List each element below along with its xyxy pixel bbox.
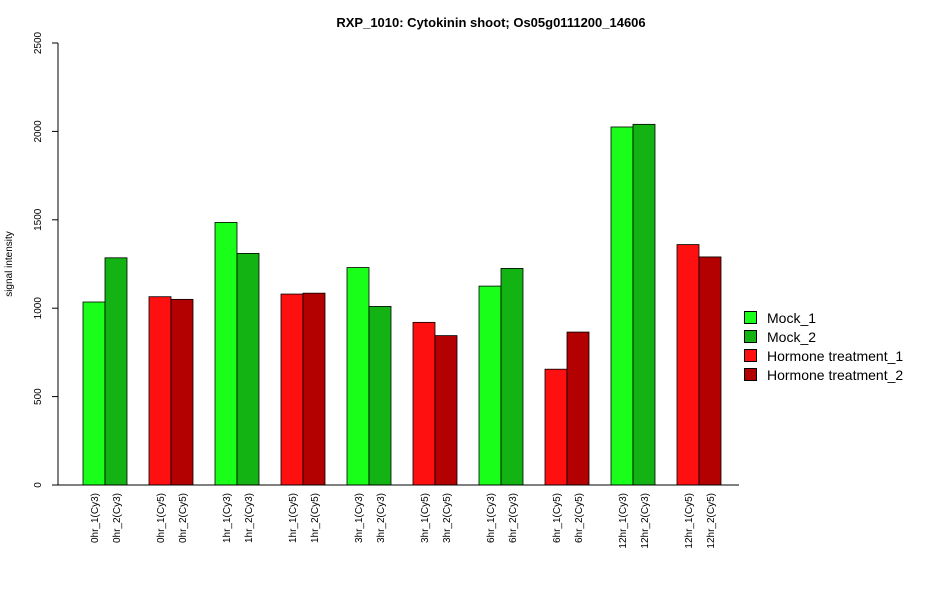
- legend-item-hormone-1: Hormone treatment_1: [744, 346, 903, 365]
- x-tick-label: 12hr_2(Cy3): [640, 493, 651, 549]
- bar: [82, 301, 106, 486]
- chart-title: RXP_1010: Cytokinin shoot; Os05g0111200_…: [336, 15, 645, 30]
- bar: [412, 321, 436, 486]
- x-tick-label: 1hr_1(Cy5): [288, 493, 299, 543]
- legend-item-mock-1: Mock_1: [744, 308, 903, 327]
- x-tick-label: 6hr_2(Cy5): [574, 493, 585, 543]
- legend-label: Hormone treatment_2: [767, 366, 904, 383]
- y-axis: 0 500 1000 1500 2000 2500: [33, 31, 59, 488]
- legend-label: Mock_2: [767, 328, 817, 345]
- y-tick-label: 0: [33, 482, 44, 488]
- bar: [698, 256, 722, 486]
- y-tick-label: 2500: [33, 31, 44, 54]
- legend-item-hormone-2: Hormone treatment_2: [744, 365, 903, 384]
- legend: Mock_1 Mock_2 Hormone treatment_1 Hormon…: [744, 308, 903, 384]
- y-axis-label: signal intensity: [4, 231, 15, 297]
- x-tick-label: 0hr_2(Cy5): [178, 493, 189, 543]
- y-tick-label: 1000: [33, 297, 44, 320]
- x-tick-label: 3hr_2(Cy5): [442, 493, 453, 543]
- bar: [544, 368, 568, 486]
- bar: [148, 296, 172, 486]
- bar: [368, 306, 392, 486]
- x-tick-label: 6hr_2(Cy3): [508, 493, 519, 543]
- x-tick-label: 0hr_2(Cy3): [112, 493, 123, 543]
- bar: [280, 293, 304, 486]
- bar: [302, 292, 326, 486]
- x-tick-label: 0hr_1(Cy3): [90, 493, 101, 543]
- legend-swatch: [744, 349, 757, 362]
- x-tick-label: 12hr_1(Cy5): [684, 493, 695, 549]
- bar: [236, 252, 260, 486]
- bars: [82, 123, 722, 486]
- bar: [610, 126, 634, 486]
- legend-label: Hormone treatment_1: [767, 347, 904, 364]
- bar: [566, 331, 590, 486]
- x-tick-label: 3hr_1(Cy5): [420, 493, 431, 543]
- x-tick-label: 6hr_1(Cy3): [486, 493, 497, 543]
- bar: [500, 268, 524, 486]
- y-tick-label: 2000: [33, 120, 44, 143]
- x-tick-label: 1hr_1(Cy3): [222, 493, 233, 543]
- bar: [170, 298, 194, 486]
- bar: [104, 257, 128, 486]
- x-tick-label: 3hr_2(Cy3): [376, 493, 387, 543]
- x-tick-label: 12hr_2(Cy5): [706, 493, 717, 549]
- legend-item-mock-2: Mock_2: [744, 327, 903, 346]
- x-tick-label: 1hr_2(Cy3): [244, 493, 255, 543]
- bar: [346, 267, 370, 486]
- x-tick-label: 3hr_1(Cy3): [354, 493, 365, 543]
- y-tick-label: 1500: [33, 208, 44, 231]
- bar: [676, 244, 700, 486]
- legend-swatch: [744, 311, 757, 324]
- bar: [632, 123, 656, 486]
- x-tick-label: 12hr_1(Cy3): [618, 493, 629, 549]
- legend-swatch: [744, 368, 757, 381]
- x-tick-label: 1hr_2(Cy5): [310, 493, 321, 543]
- bar: [214, 222, 238, 486]
- x-tick-label: 0hr_1(Cy5): [156, 493, 167, 543]
- bar: [478, 285, 502, 486]
- x-tick-labels: 0hr_1(Cy3) 0hr_2(Cy3) 0hr_1(Cy5) 0hr_2(Cy5)…: [90, 493, 717, 549]
- legend-label: Mock_1: [767, 309, 817, 326]
- y-tick-label: 500: [33, 388, 44, 405]
- legend-swatch: [744, 330, 757, 343]
- x-tick-label: 6hr_1(Cy5): [552, 493, 563, 543]
- bar: [434, 335, 458, 486]
